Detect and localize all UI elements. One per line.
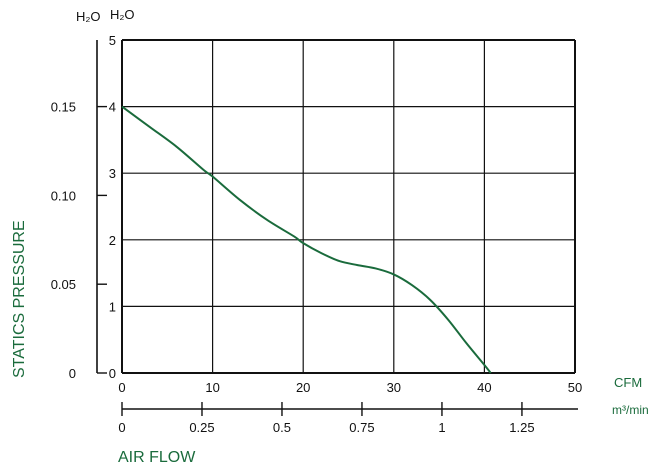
y-unit-primary: H₂O — [76, 9, 101, 24]
y-tick-label: 2 — [109, 233, 116, 248]
axes — [96, 40, 578, 416]
secondary-x-tick-label: 0.25 — [189, 420, 214, 435]
secondary-y-tick-label: 0.10 — [51, 188, 76, 203]
secondary-y-tick-label: 0.05 — [51, 277, 76, 292]
secondary-y-tick-label: 0 — [69, 366, 76, 381]
x-tick-label: 0 — [118, 380, 125, 395]
x-tick-label: 10 — [205, 380, 219, 395]
secondary-x-tick-label: 0.5 — [273, 420, 291, 435]
secondary-x-tick-label: 1.25 — [509, 420, 534, 435]
grid-lines — [121, 39, 576, 374]
secondary-x-tick-label: 0.75 — [349, 420, 374, 435]
y-tick-label: 0 — [109, 366, 116, 381]
x-tick-label: 30 — [387, 380, 401, 395]
secondary-x-tick-label: 1 — [438, 420, 445, 435]
secondary-y-tick-label: 0.15 — [51, 100, 76, 115]
x-unit-secondary: m³/min — [612, 403, 649, 417]
y-tick-label: 4 — [109, 100, 116, 115]
y-axis-label: STATICS PRESSURE — [11, 220, 28, 378]
y-tick-label: 5 — [109, 33, 116, 48]
y-unit-secondary: H₂O — [110, 7, 135, 22]
x-axis-label: AIR FLOW — [118, 449, 196, 466]
y-tick-label: 1 — [109, 299, 116, 314]
x-tick-label: 50 — [568, 380, 582, 395]
series-line — [121, 105, 492, 374]
secondary-x-tick-label: 0 — [118, 420, 125, 435]
x-unit-primary: CFM — [614, 375, 642, 390]
x-tick-label: 40 — [477, 380, 491, 395]
x-tick-label: 20 — [296, 380, 310, 395]
y-tick-label: 3 — [109, 166, 116, 181]
